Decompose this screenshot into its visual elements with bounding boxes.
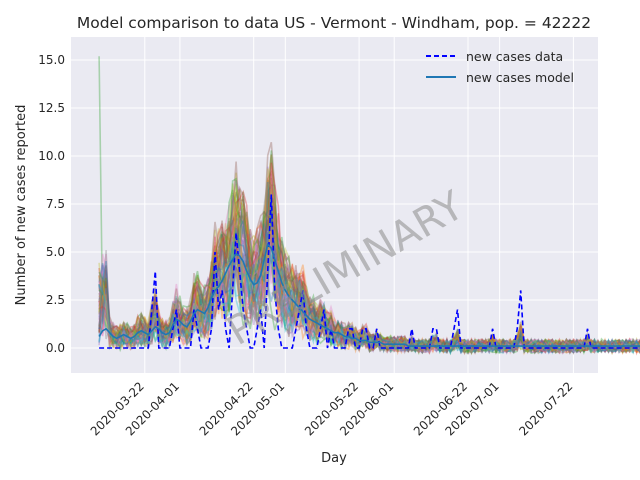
- model-ensemble-line: [98, 166, 640, 355]
- model-ensemble-line: [98, 199, 640, 355]
- model-ensemble-line: [98, 245, 640, 355]
- model-ensemble-line: [98, 141, 640, 354]
- model-ensemble-line: [98, 231, 640, 355]
- model-ensemble-line: [98, 172, 640, 354]
- y-tick-label: 2.5: [46, 293, 65, 307]
- model-ensemble-line: [98, 169, 640, 354]
- model-ensemble-line: [98, 229, 640, 355]
- model-ensemble-line: [98, 214, 640, 355]
- y-axis-title: Number of new cases reported: [14, 105, 29, 306]
- model-ensemble-line: [98, 184, 640, 354]
- legend: new cases data new cases model: [426, 49, 574, 85]
- model-ensemble-line: [98, 216, 640, 355]
- y-tick-label: 0.0: [46, 341, 65, 355]
- model-ensemble-line: [98, 243, 640, 356]
- model-ensemble-line: [98, 226, 640, 354]
- model-ensemble-line: [98, 239, 640, 356]
- model-ensemble-line: [98, 208, 640, 355]
- model-ensemble-line: [98, 189, 640, 354]
- model-ensemble-line: [98, 212, 640, 355]
- model-ensemble-line: [98, 219, 640, 355]
- y-tick-label: 10.0: [38, 149, 65, 163]
- model-ensemble-line: [98, 239, 640, 356]
- model-ensemble-line: [98, 206, 640, 355]
- model-ensemble-line: [98, 168, 640, 354]
- grid: [71, 37, 598, 373]
- model-ensemble-line: [98, 221, 640, 354]
- model-ensemble-line: [98, 205, 640, 355]
- x-tick-label: 2020-07-22: [516, 379, 575, 438]
- series-line-model: [98, 242, 640, 347]
- model-ensemble-line: [98, 215, 640, 353]
- series-line-data: [99, 194, 640, 349]
- y-tick-label: 15.0: [38, 53, 65, 67]
- model-ensemble-line: [98, 241, 640, 355]
- model-ensemble-line: [98, 228, 640, 355]
- model-ensemble-line: [98, 177, 640, 354]
- legend-label-model: new cases model: [466, 70, 574, 85]
- series-lines: [98, 194, 640, 349]
- x-axis-title: Day: [321, 451, 347, 466]
- model-ensemble-line: [98, 56, 640, 356]
- model-ensemble-line: [99, 183, 640, 355]
- model-ensemble-line: [98, 256, 640, 355]
- model-ensemble-line: [98, 177, 640, 354]
- model-ensemble-line: [98, 217, 640, 355]
- plot-area: [71, 37, 598, 373]
- model-ensemble-line: [98, 210, 640, 354]
- model-ensemble-line: [98, 154, 640, 355]
- y-tick-label: 5.0: [46, 245, 65, 259]
- legend-label-data: new cases data: [466, 49, 563, 64]
- y-tick-label: 7.5: [46, 197, 65, 211]
- chart-title: Model comparison to data US - Vermont - …: [77, 14, 591, 32]
- model-ensemble-line: [98, 203, 640, 354]
- model-ensemble-line: [98, 204, 640, 356]
- model-ensemble-line: [98, 243, 640, 355]
- model-ensemble-line: [98, 226, 640, 355]
- model-ensemble-line: [98, 228, 640, 356]
- y-tick-label: 12.5: [38, 101, 65, 115]
- model-ensemble-line: [98, 185, 640, 355]
- model-ensemble-line: [98, 218, 640, 355]
- model-ensemble-line: [98, 236, 640, 355]
